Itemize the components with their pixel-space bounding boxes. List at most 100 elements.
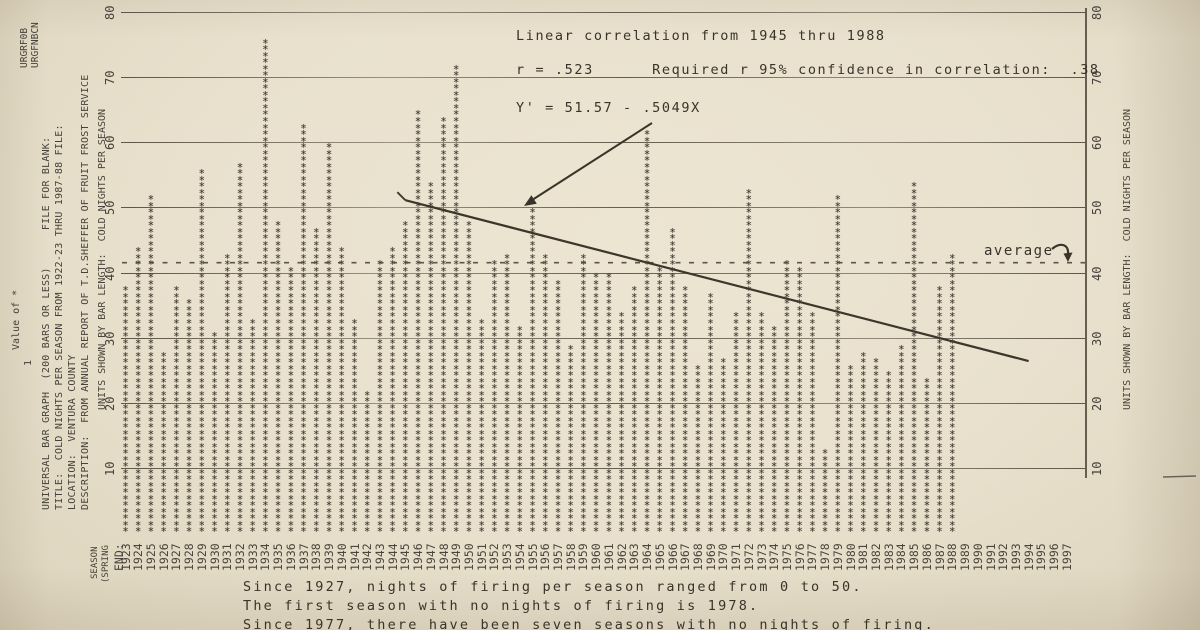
right-axis-title: UNITS SHOWN BY BAR LENGTH: COLD NIGHTS P… [1122, 108, 1133, 410]
xtick-1949: 1949 [449, 543, 464, 571]
bar-1951: * * * * * * * * * * * * * * * * * * * * * * * * * * * * * * * * * [478, 317, 485, 539]
xtick-1967: 1967 [678, 543, 693, 571]
meta-line-title: TITLE: COLD NIGHTS PER SEASON FROM 1922-… [54, 124, 65, 510]
bar-1939: * * * * * * * * * * * * * * * * * * * * * * * * * * * * * * * * * * * * * * * *… [325, 142, 333, 539]
xtick-1944: 1944 [385, 543, 400, 571]
footer-line-2: The first season with no nights of firin… [243, 598, 760, 614]
bar-1980: * * * * * * * * * * * * * * * * * * * * * * * * * * [847, 363, 854, 539]
right-axis-line [1085, 8, 1087, 478]
right-ytick-50: 50 [1090, 200, 1104, 216]
bar-1976: * * * * * * * * * * * * * * * * * * * * * * * * * * * * * * * * * * * * * * * *… [796, 265, 803, 539]
bar-1982: * * * * * * * * * * * * * * * * * * * * * * * * * * * [872, 357, 880, 539]
xtick-1993: 1993 [1008, 543, 1023, 571]
xtick-1963: 1963 [627, 543, 642, 571]
bar-1942: * * * * * * * * * * * * * * * * * * * * * * [364, 389, 371, 539]
average-pointer-arrow [1051, 243, 1073, 262]
xtick-1977: 1977 [805, 543, 820, 571]
x-axis-header-spring: (SPRING [101, 545, 111, 583]
xtick-1976: 1976 [792, 543, 807, 571]
xtick-1945: 1945 [398, 543, 413, 571]
xtick-1938: 1938 [309, 543, 324, 571]
xtick-1957: 1957 [551, 543, 565, 571]
xtick-1926: 1926 [156, 543, 171, 571]
left-ytick-40: 40 [103, 266, 117, 281]
gridline-80 [121, 12, 1085, 13]
bar-1949: * * * * * * * * * * * * * * * * * * * * * * * * * * * * * * * * * * * * * * * *… [453, 63, 460, 539]
xtick-1939: 1939 [322, 543, 336, 571]
xtick-1950: 1950 [461, 543, 476, 571]
xtick-1943: 1943 [372, 543, 387, 571]
xtick-1960: 1960 [589, 543, 604, 571]
bar-1978: * * * * * * * * * * * * * [821, 448, 829, 539]
xtick-1997: 1997 [1059, 543, 1074, 571]
xtick-1952: 1952 [487, 543, 502, 571]
xtick-1978: 1978 [818, 543, 833, 571]
bar-1962: * * * * * * * * * * * * * * * * * * * * * * * * * * * * * * * * * * [618, 311, 625, 539]
xtick-1942: 1942 [360, 543, 375, 571]
file-name-1: URGRF0B [19, 27, 30, 68]
bar-1970: * * * * * * * * * * * * * * * * * * * * * * * * * * * [720, 357, 727, 539]
xtick-1988: 1988 [945, 543, 960, 571]
bar-1963: * * * * * * * * * * * * * * * * * * * * * * * * * * * * * * * * * * * * * * [631, 285, 638, 539]
xtick-1933: 1933 [245, 543, 260, 571]
right-ytick-10: 10 [1090, 461, 1104, 476]
bar-1931: * * * * * * * * * * * * * * * * * * * * * * * * * * * * * * * * * * * * * * * *… [224, 252, 231, 539]
bar-1985: * * * * * * * * * * * * * * * * * * * * * * * * * * * * * * * * * * * * * * * *… [910, 181, 918, 539]
xtick-1961: 1961 [601, 543, 616, 571]
xtick-1935: 1935 [271, 543, 286, 571]
xtick-1974: 1974 [767, 543, 782, 571]
xtick-1980: 1980 [843, 543, 858, 571]
bar-1944: * * * * * * * * * * * * * * * * * * * * * * * * * * * * * * * * * * * * * * * *… [389, 246, 396, 539]
bar-1979: * * * * * * * * * * * * * * * * * * * * * * * * * * * * * * * * * * * * * * * *… [834, 194, 841, 539]
regression-line-end-tick [396, 191, 406, 201]
gridline-10 [121, 467, 1085, 469]
x-axis-header-season: SEASON [90, 546, 100, 579]
left-ytick-30: 30 [103, 331, 117, 346]
xtick-1946: 1946 [411, 543, 426, 571]
meta-line-location: LOCATION: VENTURA COUNTY [67, 354, 78, 510]
left-ytick-70: 70 [103, 70, 117, 86]
bar-1927: * * * * * * * * * * * * * * * * * * * * * * * * * * * * * * * * * * * * * * [173, 285, 180, 539]
meta-line-description: DESCRIPTION: FROM ANNUAL REPORT OF T.D.S… [80, 74, 91, 510]
bar-1968: * * * * * * * * * * * * * * * * * * * * * * * * * * [694, 363, 702, 539]
xtick-1973: 1973 [754, 543, 769, 571]
file-name-2: URGFNBCN [30, 22, 41, 68]
xtick-1971: 1971 [729, 543, 744, 571]
bar-1966: * * * * * * * * * * * * * * * * * * * * * * * * * * * * * * * * * * * * * * * *… [669, 226, 676, 539]
xtick-1936: 1936 [283, 543, 298, 571]
xtick-1951: 1951 [474, 543, 489, 571]
xtick-1941: 1941 [347, 543, 362, 571]
bar-1974: * * * * * * * * * * * * * * * * * * * * * * * * * * * * * * * * [771, 324, 778, 539]
xtick-1923: 1923 [118, 543, 133, 571]
bar-1923: * * * * * * * * * * * * * * * * * * * * * * * * * * * * * * * * * * * * * * [122, 285, 129, 539]
xtick-1986: 1986 [919, 543, 934, 571]
xtick-1979: 1979 [830, 543, 845, 571]
xtick-1975: 1975 [779, 543, 794, 571]
xtick-1996: 1996 [1047, 543, 1062, 571]
xtick-1924: 1924 [131, 543, 146, 571]
xtick-1931: 1931 [220, 543, 235, 571]
bar-1946: * * * * * * * * * * * * * * * * * * * * * * * * * * * * * * * * * * * * * * * *… [414, 109, 422, 539]
xtick-1987: 1987 [932, 543, 947, 571]
xtick-1972: 1972 [741, 543, 756, 571]
gridline-70 [121, 77, 1085, 79]
correlation-note: Linear correlation from 1945 thru 1988 [516, 28, 886, 44]
bar-1967: * * * * * * * * * * * * * * * * * * * * * * * * * * * * * * * * * * * * * * [682, 285, 689, 539]
average-label: average [984, 243, 1054, 259]
xtick-1992: 1992 [996, 543, 1011, 571]
xtick-1934: 1934 [258, 543, 273, 571]
right-ytick-40: 40 [1090, 266, 1104, 281]
right-ytick-80: 80 [1090, 5, 1104, 20]
xtick-1955: 1955 [525, 543, 540, 571]
xtick-1969: 1969 [703, 543, 718, 571]
xtick-1981: 1981 [856, 543, 871, 571]
xtick-1958: 1958 [563, 543, 578, 571]
right-ytick-60: 60 [1090, 135, 1104, 151]
xtick-1989: 1989 [958, 543, 972, 571]
xtick-1959: 1959 [576, 543, 591, 571]
xtick-1991: 1991 [983, 543, 998, 571]
bar-1987: * * * * * * * * * * * * * * * * * * * * * * * * * * * * * * * * * * * * * * [936, 285, 943, 539]
bar-1961: * * * * * * * * * * * * * * * * * * * * * * * * * * * * * * * * * * * * * * * * [605, 272, 613, 539]
bar-1929: * * * * * * * * * * * * * * * * * * * * * * * * * * * * * * * * * * * * * * * *… [198, 168, 205, 539]
